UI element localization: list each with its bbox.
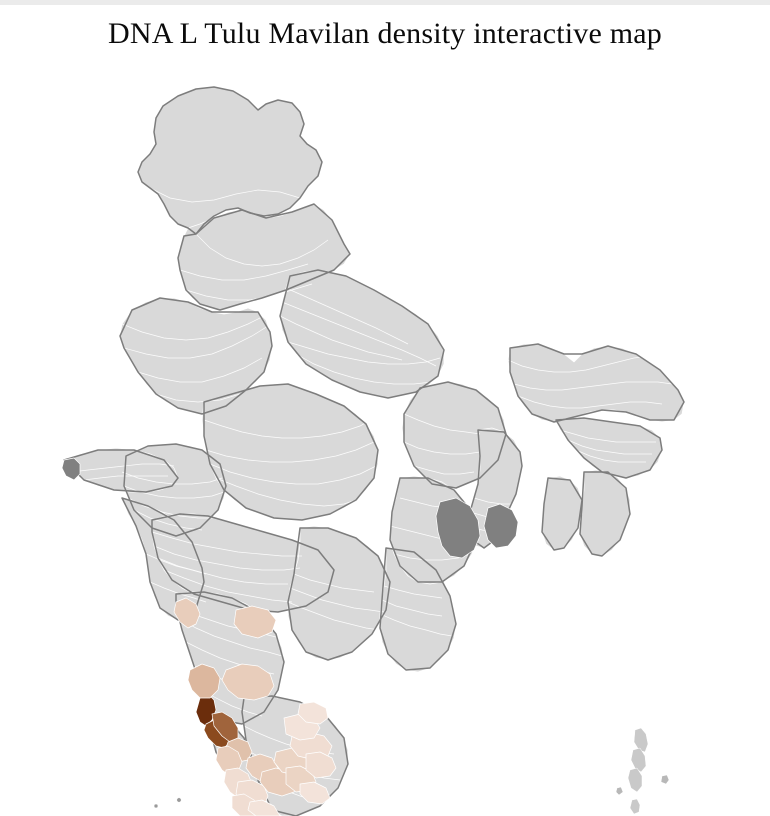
- no-data-region-group[interactable]: [61, 457, 519, 559]
- island-little-andaman: [629, 798, 641, 815]
- region-south-kerala[interactable]: [247, 799, 281, 816]
- island-lakshadweep-1: [153, 803, 159, 809]
- island-group: [153, 727, 670, 815]
- region-coastal-odisha[interactable]: [435, 497, 481, 559]
- island-north-andaman: [633, 727, 649, 753]
- india-map-svg[interactable]: [0, 58, 770, 816]
- island-south-andaman: [627, 767, 643, 793]
- region-karur[interactable]: [299, 781, 331, 805]
- region-uttara-kannada[interactable]: [173, 597, 201, 629]
- island-car-nicobar: [660, 774, 670, 785]
- region-namakkal[interactable]: [305, 751, 337, 779]
- region-kodagu[interactable]: [221, 663, 275, 701]
- top-window-strip: [0, 0, 770, 5]
- region-south-24-parganas[interactable]: [483, 503, 519, 549]
- page-title: DNA L Tulu Mavilan density interactive m…: [108, 17, 662, 50]
- region-udupi[interactable]: [187, 663, 221, 699]
- island-middle-andaman: [630, 747, 647, 773]
- region-mandya[interactable]: [233, 605, 277, 639]
- island-nicobar-small: [615, 786, 624, 796]
- island-lakshadweep-2: [176, 797, 182, 803]
- state-boundary-group: [63, 86, 685, 816]
- region-kachchh-tip[interactable]: [61, 457, 81, 481]
- region-krishnagiri[interactable]: [297, 701, 329, 725]
- density-highlight-group[interactable]: [173, 597, 337, 816]
- india-density-map[interactable]: [0, 58, 770, 816]
